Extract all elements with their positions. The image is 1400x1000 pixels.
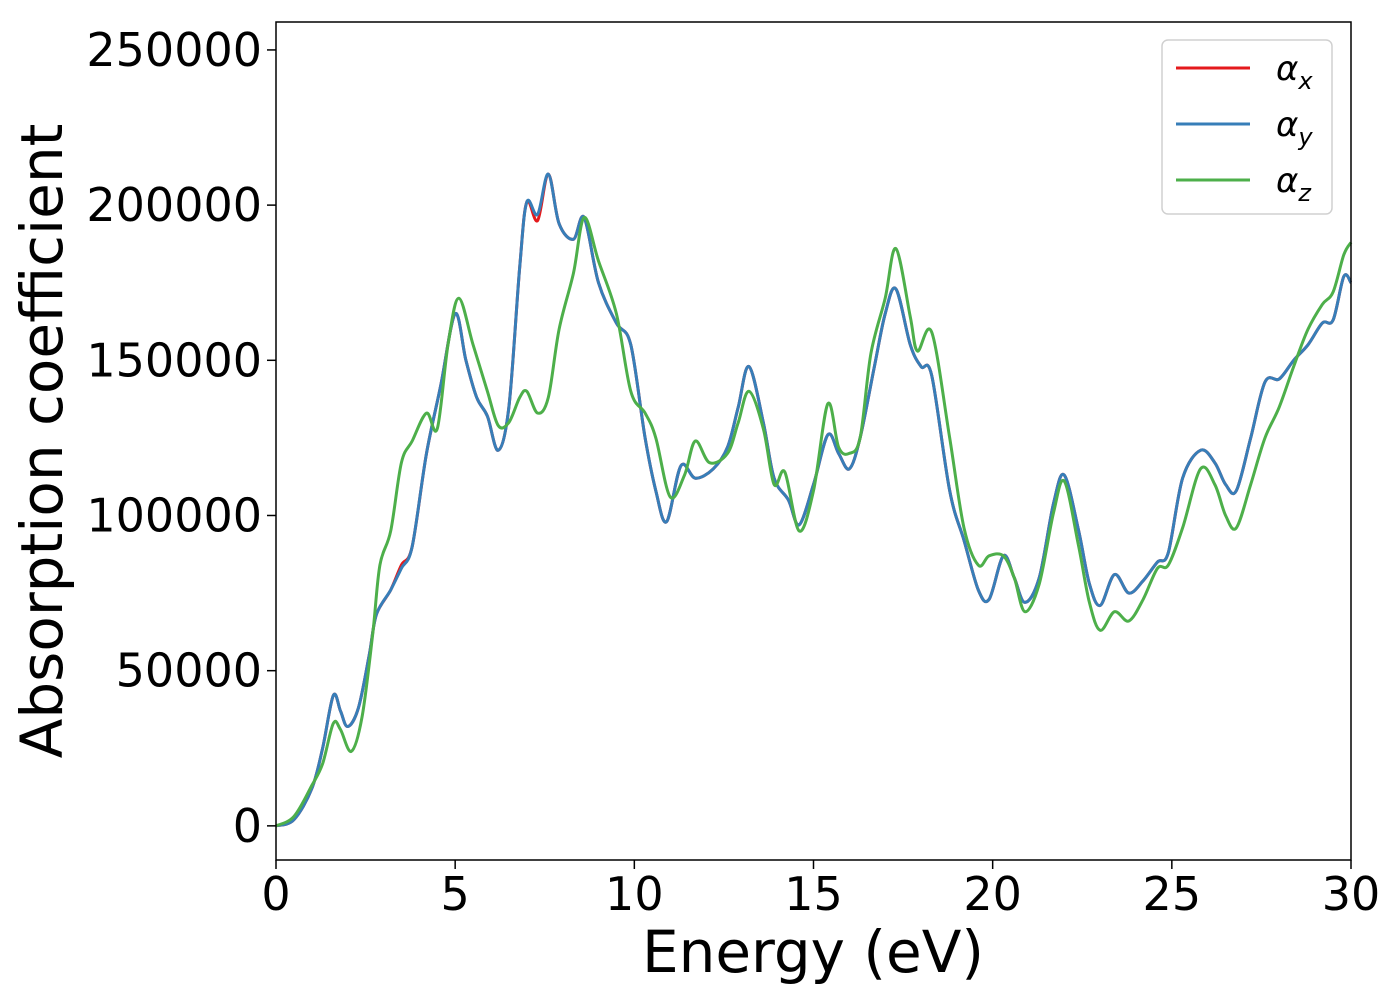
y-axis-label: Absorption coefficient xyxy=(8,124,76,759)
y-tick-label: 200000 xyxy=(86,178,262,232)
y-tick-label: 100000 xyxy=(86,488,262,542)
y-tick-label: 250000 xyxy=(86,23,262,77)
legend-label-alpha-x: αx xyxy=(1276,49,1313,95)
series-line-alpha-z xyxy=(275,215,1353,828)
y-tick-label: 0 xyxy=(233,799,262,853)
legend-label-alpha-z: αz xyxy=(1276,161,1312,207)
legend-box xyxy=(1161,39,1333,215)
legend-label-alpha-y: αy xyxy=(1276,105,1313,151)
x-axis-ticks: 0 5 10 15 20 25 30 xyxy=(261,860,1380,921)
x-tick-label: 30 xyxy=(1322,867,1381,921)
x-tick-label: 0 xyxy=(261,867,290,921)
legend: αx αy αz xyxy=(1161,39,1333,215)
x-tick-label: 15 xyxy=(784,867,843,921)
y-tick-label: 150000 xyxy=(86,333,262,387)
y-tick-label: 50000 xyxy=(116,644,262,698)
y-axis-ticks: 0 50000 100000 150000 200000 250000 xyxy=(86,23,276,853)
x-tick-label: 25 xyxy=(1143,867,1202,921)
x-tick-label: 20 xyxy=(963,867,1022,921)
x-tick-label: 5 xyxy=(441,867,470,921)
x-axis-label: Energy (eV) xyxy=(642,918,984,986)
x-tick-label: 10 xyxy=(605,867,664,921)
series-lines xyxy=(275,172,1353,828)
